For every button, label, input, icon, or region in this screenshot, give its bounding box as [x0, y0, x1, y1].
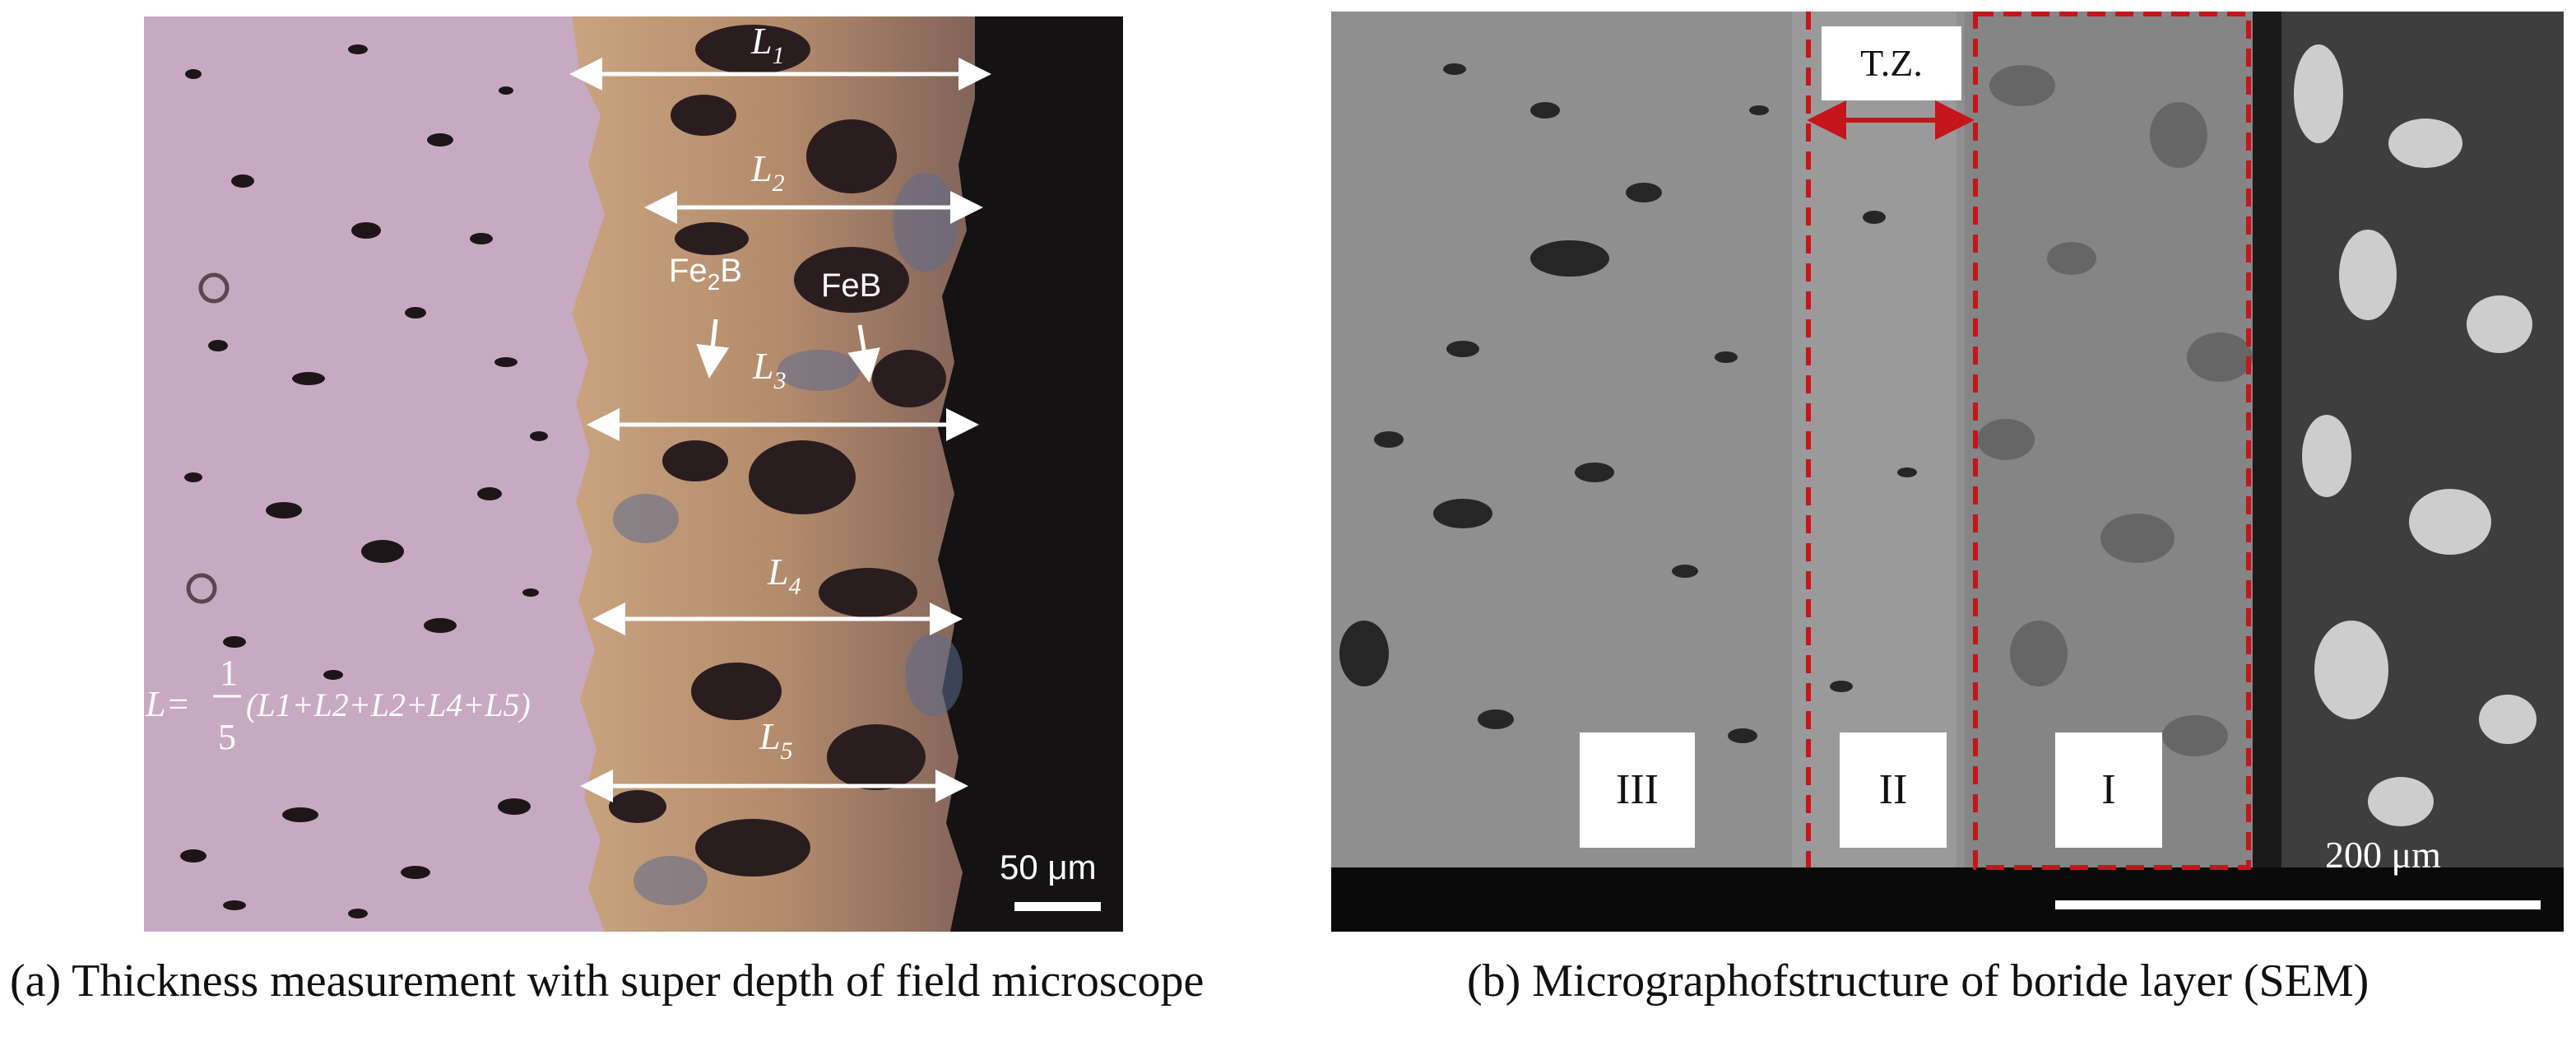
sem-interface-dark: [2253, 12, 2281, 867]
pore-ring: [186, 573, 217, 604]
scale-bar-b: [2055, 900, 2541, 909]
label-l1: L1: [750, 20, 785, 69]
sem-region-i-texture: [1977, 65, 2253, 756]
scale-bar-label-b: 200 μm: [2325, 834, 2441, 876]
sem-info-bar: [1331, 867, 2564, 932]
dashed-box-region-i: [1973, 12, 2251, 870]
matrix-pores: [180, 44, 548, 918]
sem-micrograph-image: T.Z. III II I 200 μm: [1331, 12, 2564, 932]
formula-lhs: L=: [145, 684, 190, 724]
tz-label-box: [1822, 26, 1961, 100]
scale-bar-label-a: 50 μm: [1000, 848, 1097, 886]
surface-dark-region: [938, 16, 1123, 932]
label-l3: L3: [752, 345, 787, 394]
optical-micrograph-image: L1 L2 L3 L4 L5 Fe2B FeB L= 1 5 (L1+L2+L2…: [144, 16, 1123, 932]
optical-micrograph-panel: L1 L2 L3 L4 L5 Fe2B FeB L= 1 5 (L1+L2+L2…: [144, 16, 1123, 932]
region-iii-label: III: [1616, 766, 1659, 813]
label-l5: L5: [759, 715, 793, 765]
label-fe2b: Fe2B: [669, 253, 742, 295]
label-feb: FeB: [821, 267, 881, 304]
sem-transition-zone: [1792, 12, 1956, 867]
region-ii-label: II: [1879, 766, 1908, 813]
label-l2: L2: [750, 147, 785, 197]
thickness-arrows: [569, 58, 991, 802]
formula-rhs: (L1+L2+L2+L4+L5): [246, 686, 531, 723]
scale-bar-a: [1014, 902, 1101, 911]
caption-b: (b) Micrographofstructure of boride laye…: [1467, 956, 2369, 1007]
caption-a: (a) Thickness measurement with super dep…: [10, 956, 1204, 1007]
region-ii-box: [1840, 732, 1947, 848]
label-l4: L4: [767, 551, 801, 600]
region-i-label: I: [2101, 766, 2115, 813]
formula-denominator: 5: [218, 717, 236, 757]
pore-ring: [198, 272, 230, 304]
fe2b-pointer: [696, 319, 730, 379]
feb-pointer: [847, 324, 880, 383]
sem-surface-bright-features: [2294, 44, 2537, 826]
region-iii-box: [1580, 732, 1695, 848]
sem-matrix-pores: [1339, 63, 1917, 799]
formula-numerator: 1: [220, 653, 238, 693]
sem-micrograph-panel: T.Z. III II I 200 μm: [1331, 12, 2564, 932]
region-i-box: [2055, 732, 2162, 848]
thickness-formula: L= 1 5 (L1+L2+L2+L4+L5): [145, 653, 531, 757]
tz-label: T.Z.: [1860, 42, 1923, 84]
